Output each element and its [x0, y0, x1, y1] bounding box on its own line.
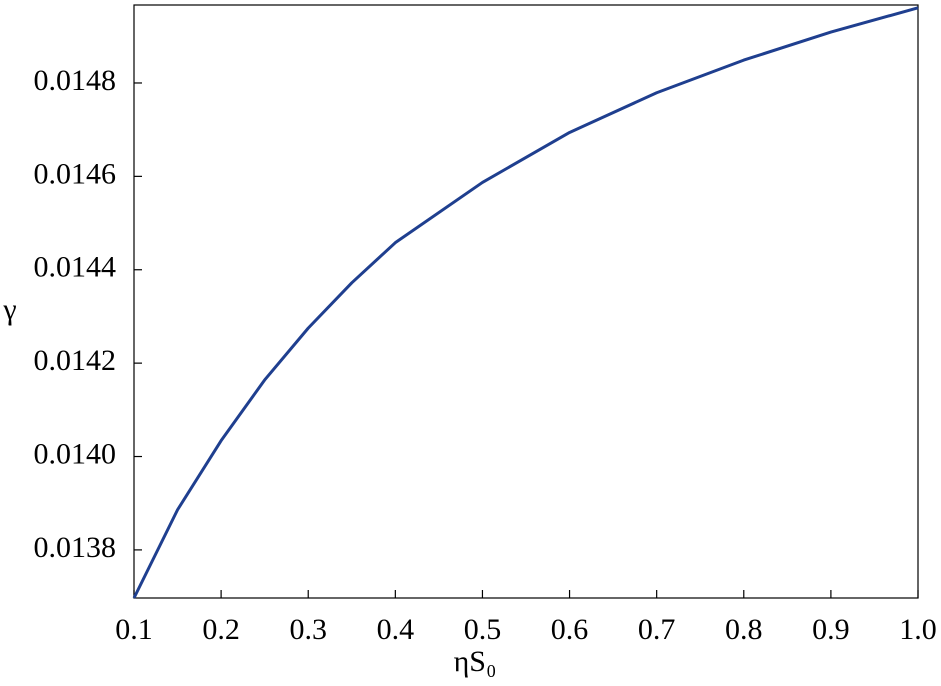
x-tick-label: 0.4	[377, 613, 415, 646]
x-tick-label: 0.8	[725, 613, 763, 646]
y-tick-label: 0.0140	[34, 437, 117, 470]
x-tick-label: 0.3	[289, 613, 327, 646]
y-tick-label: 0.0144	[34, 251, 117, 284]
x-tick-label: 0.7	[638, 613, 676, 646]
x-tick-label: 0.6	[551, 613, 589, 646]
x-tick-label: 0.1	[115, 613, 153, 646]
y-tick-label: 0.0138	[34, 531, 117, 564]
data-line	[132, 6, 919, 599]
x-tick-label: 0.9	[812, 613, 850, 646]
x-tick-label: 0.2	[202, 613, 240, 646]
x-axis-label: ηS₀	[454, 645, 497, 678]
x-tick-label: 0.5	[464, 613, 502, 646]
x-tick-label: 1.0	[899, 613, 937, 646]
y-tick-label: 0.0142	[34, 344, 117, 377]
y-tick-label: 0.0146	[34, 157, 117, 190]
y-tick-label: 0.0148	[34, 64, 117, 97]
y-axis-label: γ	[2, 293, 16, 326]
plot-frame	[133, 4, 919, 599]
